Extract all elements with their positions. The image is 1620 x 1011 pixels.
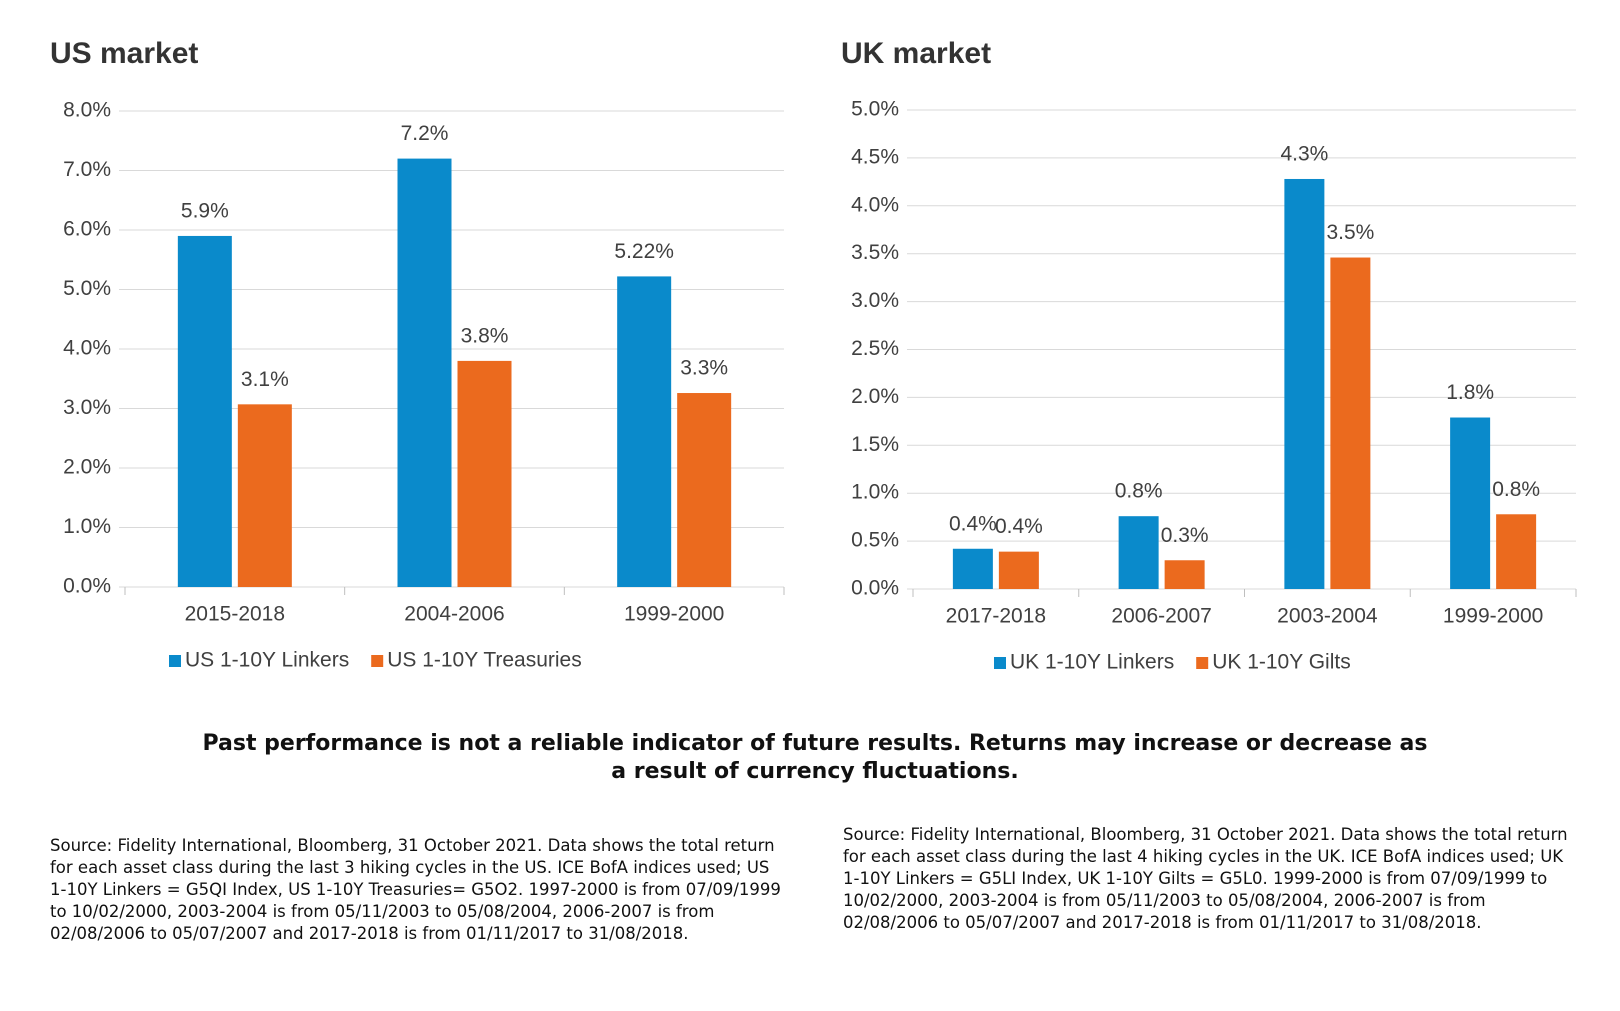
disclaimer: Past performance is not a reliable indic… xyxy=(202,731,1428,784)
chart-title: UK market xyxy=(841,37,991,70)
data-label: 4.3% xyxy=(1280,143,1328,166)
charts: US market 0.0% 1.0% 2.0% 3.0% 4.0% 5.0% 6.0% 7.0… xyxy=(50,37,1577,674)
legend-label: UK 1-10Y Gilts xyxy=(1212,651,1351,674)
x-tick-label: 2015-2018 xyxy=(185,603,285,626)
data-label: 3.3% xyxy=(680,357,728,380)
data-label: 0.4% xyxy=(949,512,997,535)
y-tick-label: 7.0% xyxy=(63,158,111,181)
data-label: 7.2% xyxy=(401,122,449,145)
bar xyxy=(1164,560,1205,589)
bar xyxy=(1284,178,1325,589)
bar xyxy=(457,360,512,587)
y-tick-label: 4.5% xyxy=(851,145,899,168)
bar xyxy=(397,158,452,587)
data-label: 1.8% xyxy=(1446,381,1494,404)
y-tick-label: 2.0% xyxy=(851,385,899,408)
chart-title: US market xyxy=(50,37,198,70)
legend-swatch xyxy=(1196,657,1209,669)
bar xyxy=(952,548,993,589)
bar xyxy=(1330,257,1371,589)
bar xyxy=(1496,514,1537,589)
y-tick-label: 6.0% xyxy=(63,218,111,241)
legend-label: UK 1-10Y Linkers xyxy=(1010,651,1174,674)
y-tick-label: 3.0% xyxy=(851,289,899,312)
bar xyxy=(237,404,292,587)
legend-label: US 1-10Y Linkers xyxy=(185,649,349,672)
data-label: 5.9% xyxy=(181,199,229,222)
data-label: 3.5% xyxy=(1326,221,1374,244)
y-tick-label: 3.0% xyxy=(63,396,111,419)
y-tick-label: 2.0% xyxy=(63,456,111,479)
bar xyxy=(998,551,1039,589)
bar xyxy=(177,235,232,587)
data-label: 0.3% xyxy=(1161,524,1209,547)
y-tick-label: 0.5% xyxy=(851,529,899,552)
y-tick-label: 4.0% xyxy=(851,193,899,216)
legend-swatch xyxy=(994,657,1006,669)
legend-swatch xyxy=(169,655,181,667)
x-tick-label: 2017-2018 xyxy=(946,605,1046,628)
bar xyxy=(677,393,732,587)
source-note: Source: Fidelity International, Bloomber… xyxy=(50,836,781,943)
x-tick-label: 1999-2000 xyxy=(1443,605,1543,628)
data-label: 3.8% xyxy=(461,324,509,347)
y-tick-label: 8.0% xyxy=(63,99,111,122)
bar xyxy=(1118,516,1159,589)
y-tick-label: 1.5% xyxy=(851,433,899,456)
y-tick-label: 4.0% xyxy=(63,337,111,360)
data-label: 5.22% xyxy=(614,240,674,263)
y-tick-label: 0.0% xyxy=(851,577,899,600)
data-label: 0.8% xyxy=(1115,480,1163,503)
source-note: Source: Fidelity International, Bloomber… xyxy=(843,825,1568,932)
data-label: 3.1% xyxy=(241,368,289,391)
y-tick-label: 1.0% xyxy=(63,515,111,538)
y-tick-label: 1.0% xyxy=(851,481,899,504)
data-label: 0.8% xyxy=(1492,478,1540,501)
x-tick-label: 1999-2000 xyxy=(624,603,724,626)
legend-label: US 1-10Y Treasuries xyxy=(387,649,582,672)
x-tick-label: 2003-2004 xyxy=(1277,605,1378,628)
y-tick-label: 2.5% xyxy=(851,337,899,360)
legend-swatch xyxy=(371,655,384,667)
y-tick-label: 5.0% xyxy=(63,277,111,300)
data-label: 0.4% xyxy=(995,515,1043,538)
y-tick-label: 3.5% xyxy=(851,241,899,264)
y-tick-label: 0.0% xyxy=(63,575,111,598)
bar xyxy=(617,276,672,587)
x-tick-label: 2006-2007 xyxy=(1111,605,1211,628)
x-tick-label: 2004-2006 xyxy=(404,603,504,626)
bar xyxy=(1450,417,1491,589)
y-tick-label: 5.0% xyxy=(851,98,899,121)
